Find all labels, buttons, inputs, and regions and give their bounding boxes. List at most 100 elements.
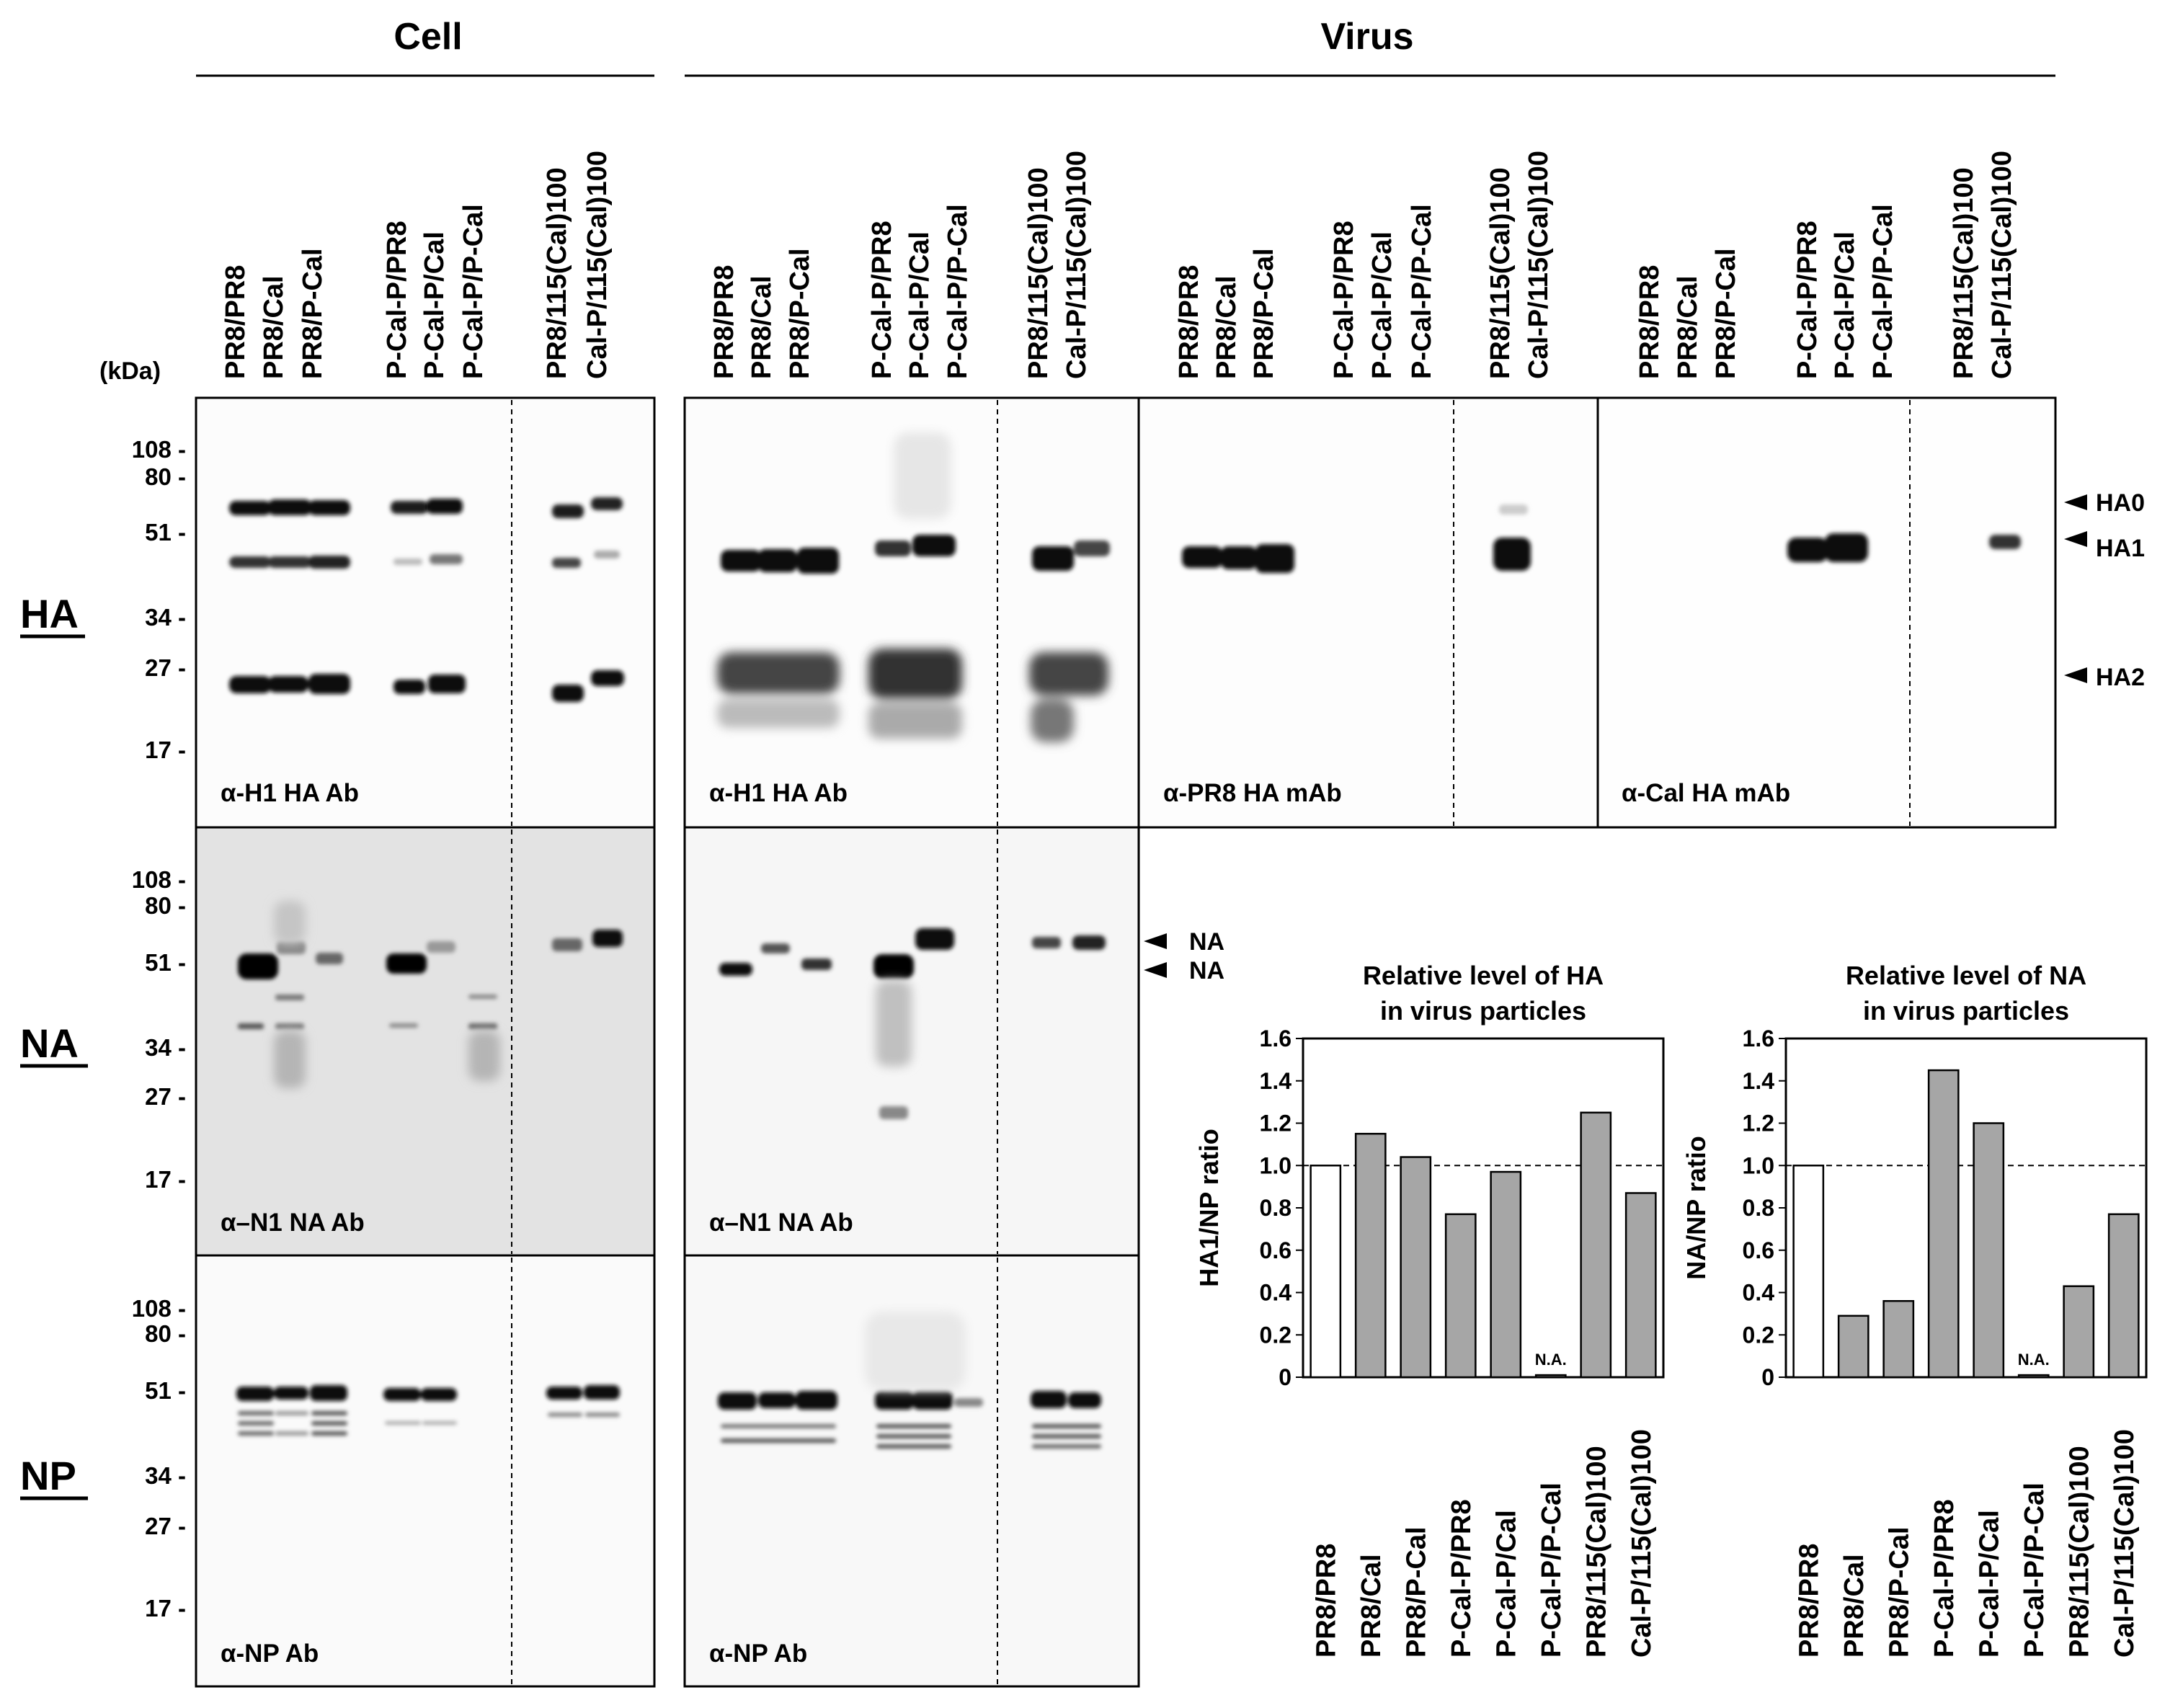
category-label: PR8/Cal (1839, 1554, 1869, 1658)
lane-label: PR8/P-Cal (1249, 248, 1279, 379)
marker-27: 27 - (145, 1083, 186, 1110)
bar (1310, 1165, 1342, 1379)
bar-annotation: N.A. (2018, 1351, 2050, 1369)
band-ha2 (1029, 652, 1108, 695)
smears (865, 1312, 966, 1391)
lane-label: PR8/115(Cal)100 (1023, 167, 1054, 379)
lane-label: PR8/PR8 (709, 265, 739, 379)
lane-label: P-Cal-P/P-Cal (1868, 204, 1898, 379)
band-na (873, 954, 914, 979)
y-tick-label: 1.4 (1743, 1068, 1775, 1094)
bar (1534, 1374, 1567, 1379)
lane-label: P-Cal-P/Cal (419, 231, 450, 379)
minor-band (275, 1411, 308, 1415)
minor-band (311, 1431, 347, 1436)
band-ha2 (308, 674, 350, 694)
band-ha2 (717, 652, 840, 694)
bar (1354, 1132, 1387, 1379)
band-na (552, 938, 582, 951)
lane-label: P-Cal-P/Cal (904, 231, 935, 379)
cell-header: Cell (196, 16, 654, 77)
blot-frame (1596, 396, 2057, 829)
y-tick-label: 0 (1279, 1364, 1291, 1390)
band-np (1031, 1391, 1067, 1408)
lane-label: P-Cal-P/PR8 (1792, 221, 1823, 379)
band-annotations: HA0 HA1 HA2 NA NA (1144, 489, 2145, 984)
minor-band (876, 1444, 951, 1449)
marker-51: 51 - (145, 949, 186, 976)
smears (274, 901, 500, 1088)
y-tick-label: 0 (1761, 1364, 1774, 1390)
band-na (238, 953, 278, 979)
chart-subtitle: in virus particles (1863, 996, 2069, 1026)
row-label-na-text: NA (20, 1020, 79, 1066)
smears (876, 980, 912, 1067)
band-ha1 (1074, 541, 1110, 556)
band-ha1 (758, 549, 797, 572)
band-ha2 (868, 649, 962, 699)
antibody-label: α-NP Ab (709, 1640, 807, 1668)
band-ha1 (268, 556, 311, 568)
minor-band (422, 1421, 457, 1425)
minor-band (238, 1431, 274, 1436)
band-ha1 (1787, 538, 1828, 562)
cell-header-title: Cell (394, 16, 462, 58)
y-axis-label: HA1/NP ratio (1194, 1129, 1224, 1286)
minor-band (585, 1413, 620, 1417)
band-ha0 (268, 499, 311, 515)
y-tick-label: 1.2 (1260, 1111, 1291, 1137)
lane-label: PR8/P-Cal (298, 248, 328, 379)
band-ha2 (394, 680, 425, 694)
marker-51: 51 - (145, 1377, 186, 1404)
smears (717, 432, 1108, 742)
category-label: PR8/PR8 (1794, 1544, 1824, 1658)
y-tick-label: 0.2 (1260, 1322, 1291, 1348)
band-ha0 (391, 501, 428, 514)
y-tick-label: 0.2 (1743, 1322, 1774, 1348)
chart-na-ratio: Relative level of NA in virus particles 0 0… (1681, 961, 2148, 1658)
chart-title: Relative level of HA (1363, 961, 1604, 990)
band-np (758, 1392, 796, 1408)
kda-unit: (kDa) (99, 357, 161, 385)
marker-34: 34 - (145, 1034, 186, 1061)
category-label: P-Cal-P/P-Cal (2019, 1482, 2050, 1658)
band-ha1 (721, 550, 761, 571)
band-ha1 (875, 541, 911, 556)
bar (1973, 1122, 2005, 1379)
band-ha1 (1989, 535, 2021, 549)
band-ha1 (1493, 538, 1531, 571)
minor-band (1032, 1434, 1101, 1438)
lane-label: P-Cal-P/Cal (1367, 231, 1397, 379)
marker-34: 34 - (145, 1462, 186, 1489)
band-np (584, 1385, 620, 1400)
row-label-ha-text: HA (20, 591, 79, 636)
blot-cell-ha: α-H1 HA Ab (195, 396, 656, 829)
blot-cell-np: α-NP Ab (195, 1254, 656, 1688)
lane-label: Cal-P/115(Cal)100 (1062, 151, 1092, 379)
band-np (421, 1388, 457, 1401)
band-na (592, 930, 623, 947)
y-tick-label: 1.2 (1743, 1111, 1774, 1137)
band-ha1 (430, 554, 463, 564)
marker-27: 27 - (145, 1513, 186, 1539)
lane-label: PR8/P-Cal (1711, 248, 1741, 379)
arrowhead-icon (1144, 962, 1167, 978)
band-ha0 (427, 499, 463, 514)
smear (717, 699, 840, 728)
lane-label: PR8/PR8 (221, 265, 251, 379)
bands (238, 930, 623, 1029)
band-ha1 (1825, 533, 1868, 562)
row-label-np: NP (20, 1453, 88, 1500)
bands (236, 1385, 620, 1436)
band-label-na-lower: NA (1189, 957, 1224, 984)
band-np (875, 1391, 914, 1410)
blot-frame (1137, 396, 1599, 829)
lane-label: PR8/PR8 (1174, 265, 1204, 379)
band-na (277, 941, 306, 954)
band-ha0 (229, 501, 271, 515)
smear (274, 1031, 306, 1088)
blot-virus-na: α–N1 NA Ab (683, 826, 1140, 1257)
row-label-na: NA (20, 1020, 88, 1068)
lane-label: PR8/115(Cal)100 (1485, 167, 1516, 379)
minor-band (238, 1411, 274, 1415)
